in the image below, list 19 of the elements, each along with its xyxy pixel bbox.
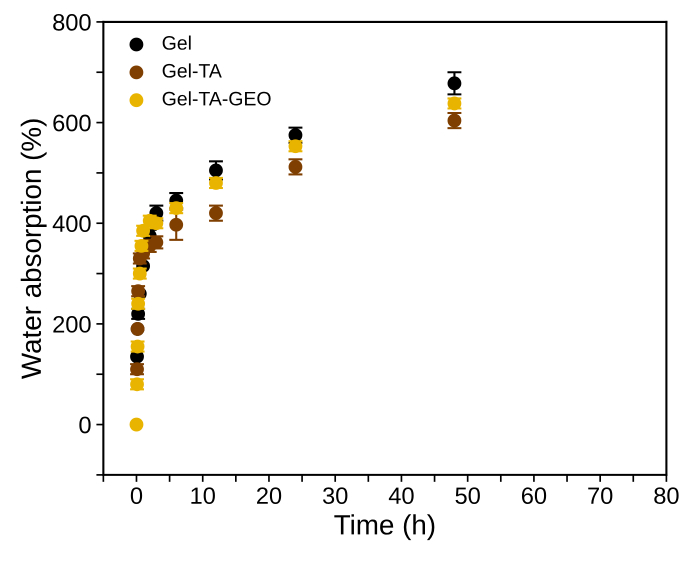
x-axis-title: Time (h)	[334, 514, 434, 540]
legend-label: Gel	[162, 36, 191, 50]
x-tick-label: 30	[322, 487, 348, 504]
x-tick-label: 80	[654, 487, 679, 504]
y-tick-label: 400	[52, 215, 91, 232]
x-tick-label: 60	[522, 487, 546, 504]
x-tick-label: 10	[191, 487, 215, 504]
legend-label: Gel-TA	[162, 63, 222, 78]
x-tick-label: 70	[588, 487, 612, 504]
y-tick-label: 0	[79, 416, 91, 434]
x-tick-label: 50	[455, 487, 480, 504]
y-tick-label: 800	[53, 14, 91, 31]
y-tick-label: 600	[53, 114, 91, 132]
x-tick-label: 0	[130, 487, 142, 504]
x-tick-label: 20	[257, 487, 282, 504]
y-tick-label: 200	[53, 316, 91, 333]
x-tick-label: 40	[388, 487, 414, 504]
y-axis-title: Water absorption (%)	[20, 119, 47, 379]
legend-label: Gel-TA-GEO	[162, 91, 271, 106]
